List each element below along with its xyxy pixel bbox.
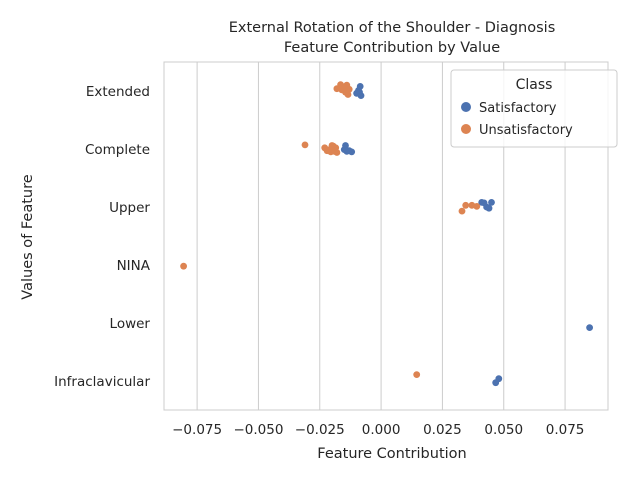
point-satisfactory [348,148,356,156]
legend-label-unsatisfactory: Unsatisfactory [479,123,573,138]
point-unsatisfactory [338,86,346,94]
x-tick-labels: −0.075 −0.050 −0.025 0.000 0.025 0.050 0.075 [172,422,584,438]
chart-title-line-1: External Rotation of the Shoulder - Diag… [229,20,556,36]
plot-frame [163,61,609,411]
y-tick-label: Extended [86,84,150,100]
point-unsatisfactory [413,371,421,378]
point-satisfactory [586,324,593,331]
y-tick-label: Lower [110,316,151,332]
point-unsatisfactory [344,91,352,98]
point-unsatisfactory [473,203,481,210]
point-satisfactory [340,146,348,154]
y-tick-label: Complete [85,142,150,158]
chart-title-line-2: Feature Contribution by Value [284,40,500,56]
y-tick-labels: Extended Complete Upper NINA Lower Infraclavi… [54,84,151,390]
point-unsatisfactory [462,201,470,209]
legend-marker-unsatisfactory [461,124,471,134]
point-unsatisfactory [333,149,341,156]
x-tick-label: −0.075 [172,422,222,438]
legend-marker-satisfactory [461,102,471,112]
y-tick-label: Infraclavicular [54,374,150,390]
legend-title: Class [516,77,553,93]
x-tick-label: −0.025 [295,422,345,438]
x-tick-label: 0.000 [362,422,401,438]
point-unsatisfactory [180,262,188,270]
point-unsatisfactory [328,142,336,149]
data-points [180,81,593,387]
x-axis-label: Feature Contribution [317,446,466,462]
x-tick-label: 0.025 [423,422,462,438]
point-satisfactory [492,379,500,387]
point-satisfactory [480,199,488,207]
y-tick-label: NINA [117,258,151,274]
point-satisfactory [488,199,495,206]
y-tick-label: Upper [109,200,150,216]
x-tick-label: 0.050 [484,422,523,438]
y-axis-label: Values of Feature [20,174,36,299]
legend-label-satisfactory: Satisfactory [479,101,557,116]
x-tick-label: 0.075 [546,422,585,438]
legend-box [450,69,618,148]
legend: Class Satisfactory Unsatisfactory [450,69,618,148]
point-satisfactory [485,204,493,212]
point-unsatisfactory [301,141,309,149]
x-tick-label: −0.050 [233,422,283,438]
point-unsatisfactory [458,207,466,215]
point-satisfactory [355,87,362,94]
